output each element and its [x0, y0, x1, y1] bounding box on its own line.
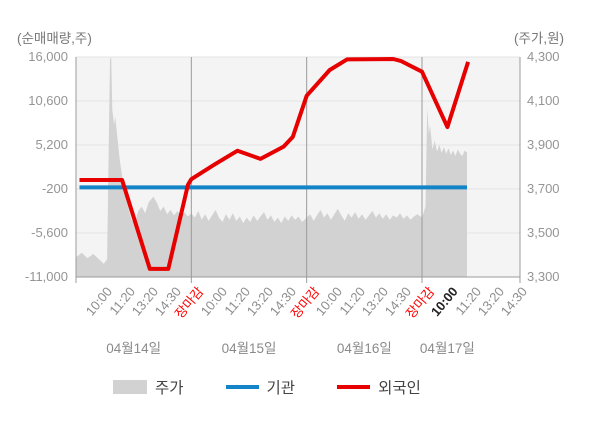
y-left-tick-label: 10,600	[28, 93, 68, 108]
y-left-tick-label: -200	[41, 181, 68, 196]
legend-item-foreigner: 외국인	[337, 376, 421, 398]
date-label: 04월17일	[419, 341, 475, 356]
y-left-tick-label: 16,000	[28, 49, 68, 64]
y-right-tick-label: 4,100	[527, 93, 560, 108]
legend-label-price: 주가	[155, 380, 184, 397]
y-right-tick-label: 3,900	[527, 137, 560, 152]
legend-label-institution: 기관	[266, 380, 296, 397]
y-left-tick-label: -11,000	[24, 269, 68, 284]
y-right-tick-label: 3,700	[527, 181, 560, 196]
legend-item-institution: 기관	[225, 376, 296, 398]
price-area	[76, 57, 467, 277]
y-right-tick-label: 3,500	[527, 225, 560, 240]
right-axis-title: (주가,원)	[513, 31, 564, 46]
y-right-tick-label: 4,300	[527, 49, 560, 64]
price-area-swatch	[113, 380, 147, 394]
date-label: 04월14일	[106, 341, 162, 356]
date-label: 04월16일	[336, 341, 392, 356]
legend-label-foreigner: 외국인	[378, 380, 421, 397]
left-axis-title: (순매매량,주)	[17, 31, 92, 46]
foreigner-line-swatch	[337, 385, 371, 389]
foreign-line	[79, 57, 471, 271]
legend-item-price: 주가	[113, 376, 184, 398]
y-left-tick-label: -5,600	[31, 225, 68, 240]
y-left-tick-label: 5,200	[35, 137, 68, 152]
institution-line-swatch	[225, 385, 259, 389]
y-right-tick-label: 3,300	[527, 269, 560, 284]
legend: 주가 기관 외국인	[113, 376, 421, 398]
date-label: 04월15일	[221, 341, 277, 356]
